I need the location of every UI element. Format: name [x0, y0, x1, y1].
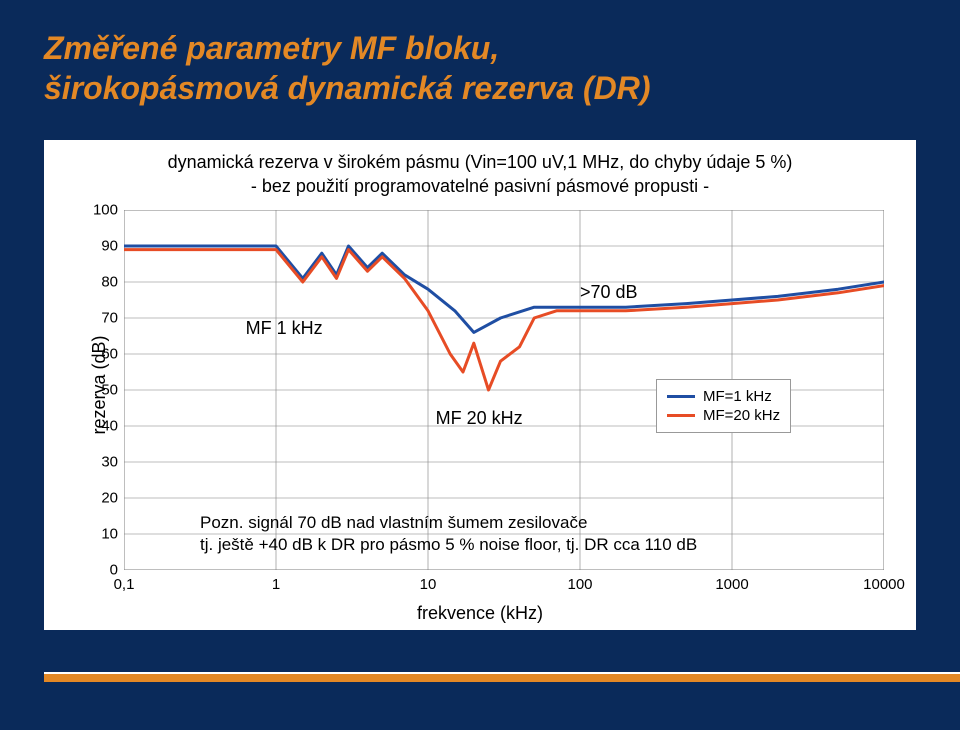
page-title-line2: širokopásmová dynamická rezerva (DR): [44, 68, 916, 108]
chart-subtitle-line1: dynamická rezerva v širokém pásmu (Vin=1…: [44, 150, 916, 174]
footer-accent-bar: [44, 672, 960, 682]
y-tick-label: 90: [101, 238, 118, 255]
legend-item: MF=20 kHz: [667, 407, 780, 424]
y-tick-label: 50: [101, 382, 118, 399]
x-tick-label: 0,1: [114, 576, 135, 593]
x-tick-label: 100: [567, 576, 592, 593]
y-tick-label: 80: [101, 274, 118, 291]
chart-legend: MF=1 kHz MF=20 kHz: [656, 379, 791, 433]
legend-label: MF=1 kHz: [703, 388, 772, 405]
legend-item: MF=1 kHz: [667, 388, 780, 405]
x-tick-label: 10000: [863, 576, 905, 593]
chart-subtitle: dynamická rezerva v širokém pásmu (Vin=1…: [44, 150, 916, 199]
legend-swatch: [667, 395, 695, 398]
x-tick-label: 1: [272, 576, 280, 593]
plot-area: 01020304050607080901000,1110100100010000…: [124, 210, 884, 570]
x-tick-label: 10: [420, 576, 437, 593]
y-tick-label: 70: [101, 310, 118, 327]
chart-annotation: >70 dB: [580, 282, 638, 303]
y-tick-label: 100: [93, 202, 118, 219]
y-tick-label: 60: [101, 346, 118, 363]
legend-label: MF=20 kHz: [703, 407, 780, 424]
chart-note: Pozn. signál 70 dB nad vlastním šumem ze…: [200, 512, 697, 556]
chart-container: dynamická rezerva v širokém pásmu (Vin=1…: [44, 140, 916, 630]
legend-swatch: [667, 414, 695, 417]
chart-annotation: MF 1 kHz: [246, 318, 323, 339]
chart-annotation: MF 20 kHz: [436, 408, 523, 429]
y-tick-label: 30: [101, 454, 118, 471]
page-title: Změřené parametry MF bloku, širokopásmov…: [0, 0, 960, 108]
y-tick-label: 40: [101, 418, 118, 435]
y-tick-label: 10: [101, 526, 118, 543]
x-tick-label: 1000: [715, 576, 748, 593]
x-axis-label: frekvence (kHz): [44, 603, 916, 624]
chart-subtitle-line2: - bez použití programovatelné pasivní pá…: [44, 174, 916, 198]
page-title-line1: Změřené parametry MF bloku,: [44, 28, 916, 68]
y-tick-label: 20: [101, 490, 118, 507]
